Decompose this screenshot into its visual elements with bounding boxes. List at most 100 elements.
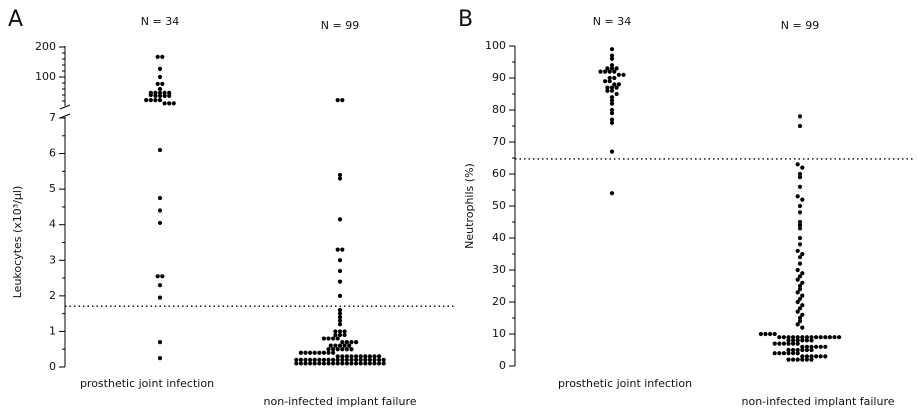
data-point — [337, 318, 343, 323]
data-point — [317, 357, 322, 362]
data-point — [337, 307, 343, 313]
data-point — [160, 54, 165, 60]
data-point — [809, 335, 814, 340]
data-point — [609, 101, 615, 106]
data-point — [607, 69, 612, 74]
data-point — [797, 235, 803, 241]
data-point — [377, 354, 382, 359]
data-point — [612, 75, 617, 81]
data-point — [333, 343, 338, 348]
y-tick-label: 30 — [492, 263, 506, 276]
data-point — [337, 311, 343, 316]
data-point — [337, 332, 343, 338]
data-point — [814, 354, 819, 359]
data-point — [603, 79, 608, 84]
data-point — [795, 338, 800, 343]
data-point — [344, 340, 349, 345]
data-point — [795, 267, 800, 273]
data-point — [340, 354, 345, 359]
data-point — [772, 351, 777, 356]
data-point — [155, 274, 160, 279]
data-point — [335, 247, 340, 252]
data-point — [800, 293, 805, 298]
data-point — [157, 208, 163, 213]
data-point — [797, 114, 803, 119]
data-point — [800, 335, 805, 340]
data-point — [800, 303, 805, 308]
data-point — [157, 283, 163, 288]
data-point — [800, 357, 805, 362]
data-point — [335, 336, 340, 341]
data-point — [155, 81, 160, 86]
data-point — [344, 347, 349, 352]
x-category-label: non-infected implant failure — [264, 395, 417, 408]
y-tick-label: 7 — [49, 111, 56, 124]
data-point — [609, 107, 615, 113]
y-tick-label: 100 — [35, 70, 56, 83]
data-point — [800, 271, 805, 276]
axis-break — [59, 104, 71, 110]
data-point — [609, 191, 615, 196]
data-point — [795, 309, 800, 314]
data-point — [162, 101, 167, 106]
data-point — [795, 341, 800, 346]
data-point — [827, 335, 833, 340]
data-point — [303, 357, 308, 362]
data-point — [321, 350, 326, 355]
data-point — [157, 66, 163, 71]
data-point — [157, 340, 163, 345]
data-point — [832, 335, 837, 340]
data-point — [795, 351, 800, 356]
data-point — [609, 63, 615, 68]
data-point — [781, 341, 787, 346]
data-point — [328, 343, 333, 348]
data-point — [308, 350, 313, 355]
data-point — [148, 92, 153, 98]
data-point — [303, 350, 308, 355]
data-point — [349, 357, 354, 362]
y-tick-label: 5 — [49, 182, 56, 195]
data-point — [167, 93, 172, 98]
data-point — [337, 172, 343, 178]
y-tick-label: 6 — [49, 147, 56, 160]
data-point — [340, 361, 345, 366]
data-point — [814, 335, 819, 340]
data-point — [786, 357, 791, 362]
data-point — [340, 340, 345, 345]
y-tick-label: 0 — [49, 360, 56, 373]
n-label: N = 34 — [593, 15, 631, 28]
x-category-label: non-infected implant failure — [742, 395, 895, 408]
y-tick-label: 60 — [492, 167, 506, 180]
data-point — [818, 335, 823, 340]
data-point — [155, 54, 160, 60]
data-point — [768, 331, 773, 337]
data-point — [786, 347, 791, 353]
data-point — [167, 90, 172, 95]
data-point — [303, 361, 308, 366]
data-point — [312, 357, 317, 362]
data-point — [804, 357, 810, 362]
y-tick-label: 0 — [499, 359, 506, 372]
data-point — [157, 195, 163, 201]
data-point — [609, 149, 615, 154]
data-point — [312, 361, 317, 366]
data-point — [326, 336, 331, 341]
panel-label: B — [458, 7, 473, 32]
data-point — [609, 88, 615, 93]
data-point — [367, 361, 372, 366]
data-point — [791, 347, 796, 353]
data-point — [800, 280, 805, 285]
data-point — [337, 315, 343, 320]
data-point — [823, 344, 828, 349]
data-point — [791, 351, 796, 356]
data-point — [372, 354, 377, 359]
n-label: N = 99 — [321, 19, 359, 32]
data-point — [157, 86, 163, 92]
data-point — [308, 357, 313, 362]
data-point — [342, 343, 347, 348]
y-tick-label: 100 — [485, 39, 506, 52]
data-point — [609, 56, 615, 61]
data-point — [354, 340, 359, 345]
data-point — [337, 293, 343, 298]
